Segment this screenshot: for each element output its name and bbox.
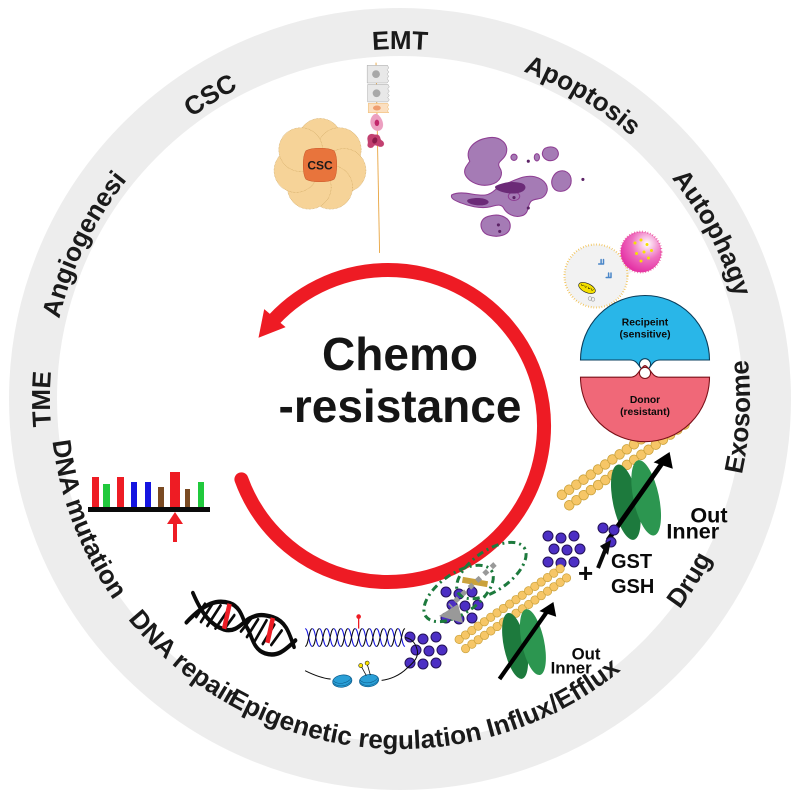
svg-text:+: +	[578, 558, 593, 588]
svg-text:(resistant): (resistant)	[620, 407, 670, 418]
svg-text:-resistance: -resistance	[279, 380, 522, 432]
svg-text:GST: GST	[611, 551, 652, 573]
svg-text:Recipeint: Recipeint	[622, 318, 669, 329]
svg-text:EMT: EMT	[371, 25, 429, 56]
svg-text:Inner: Inner	[551, 658, 592, 677]
svg-text:CSC: CSC	[307, 158, 333, 172]
svg-text:TME: TME	[26, 370, 57, 427]
svg-text:(sensitive): (sensitive)	[619, 330, 670, 341]
svg-text:Exosome: Exosome	[718, 359, 756, 476]
svg-text:Chemo: Chemo	[322, 328, 478, 380]
svg-text:GSH: GSH	[611, 576, 654, 598]
svg-text:Donor: Donor	[630, 395, 660, 406]
svg-text:Inner: Inner	[666, 518, 719, 543]
